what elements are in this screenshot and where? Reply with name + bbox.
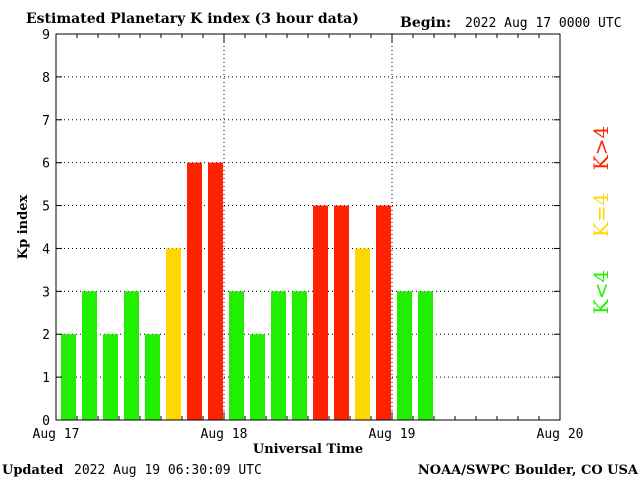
grid-lines bbox=[56, 34, 560, 420]
kp-bar bbox=[145, 334, 160, 420]
kp-bar bbox=[397, 291, 412, 420]
y-axis: 0 1 2 3 4 5 6 7 8 9 bbox=[42, 28, 560, 429]
kp-bar bbox=[229, 291, 244, 420]
y-tick-label: 6 bbox=[42, 157, 50, 172]
legend-k-equal-4: K=4 bbox=[589, 193, 613, 237]
kp-bar bbox=[61, 334, 76, 420]
y-tick-label: 2 bbox=[42, 328, 50, 343]
x-tick-label: Aug 20 bbox=[537, 427, 584, 442]
kp-bar bbox=[187, 162, 202, 420]
x-axis: Aug 17 Aug 18 Aug 19 Aug 20 bbox=[33, 34, 584, 442]
kp-bar bbox=[355, 248, 370, 420]
updated-label: Updated bbox=[2, 463, 63, 478]
begin-label: Begin: bbox=[400, 15, 451, 31]
y-tick-label: 1 bbox=[42, 371, 50, 386]
x-tick-label: Aug 19 bbox=[369, 427, 416, 442]
x-tick-label: Aug 18 bbox=[201, 427, 248, 442]
y-tick-label: 9 bbox=[42, 28, 50, 43]
y-tick-label: 0 bbox=[42, 414, 50, 429]
y-tick-label: 8 bbox=[42, 71, 50, 86]
begin-value: 2022 Aug 17 0000 UTC bbox=[465, 16, 622, 31]
source-credit: NOAA/SWPC Boulder, CO USA bbox=[418, 463, 639, 478]
kp-bar bbox=[166, 248, 181, 420]
kp-bar bbox=[103, 334, 118, 420]
kp-bar bbox=[334, 205, 349, 420]
updated-value: 2022 Aug 19 06:30:09 UTC bbox=[74, 463, 262, 478]
x-tick-label: Aug 17 bbox=[33, 427, 80, 442]
kp-bar bbox=[82, 291, 97, 420]
kp-bar bbox=[208, 162, 223, 420]
kp-bar bbox=[250, 334, 265, 420]
y-tick-label: 5 bbox=[42, 200, 50, 215]
chart-title: Estimated Planetary K index (3 hour data… bbox=[26, 11, 359, 27]
legend-k-below-4: K<4 bbox=[589, 270, 613, 314]
kp-bar bbox=[271, 291, 286, 420]
y-axis-label: Kp index bbox=[16, 195, 31, 260]
kp-bar bbox=[292, 291, 307, 420]
legend-k-above-4: K>4 bbox=[589, 126, 613, 170]
kp-bar bbox=[376, 205, 391, 420]
kp-bar bbox=[124, 291, 139, 420]
kp-bar bbox=[418, 291, 433, 420]
bar-series bbox=[61, 162, 433, 420]
y-tick-label: 3 bbox=[42, 285, 50, 300]
y-tick-label: 7 bbox=[42, 114, 50, 129]
y-tick-label: 4 bbox=[42, 242, 50, 257]
x-axis-label: Universal Time bbox=[253, 442, 363, 457]
kp-bar bbox=[313, 205, 328, 420]
